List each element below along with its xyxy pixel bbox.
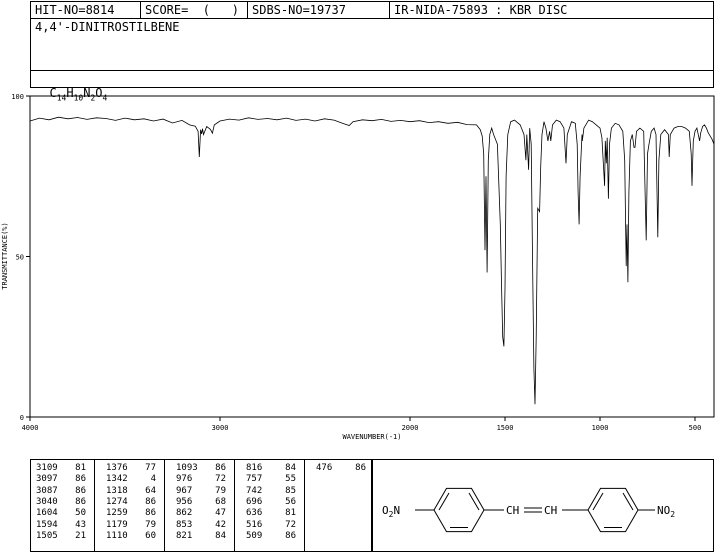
peak-transmittance: 85 [285,485,296,496]
y-tick-label: 0 [20,414,24,422]
peak-transmittance: 60 [145,530,156,541]
peak-transmittance: 86 [285,530,296,541]
peak-wavenumber: 757 [246,474,263,485]
peak-wavenumber: 516 [246,519,263,530]
peak-wavenumber: 1604 [36,508,58,519]
peak-transmittance: 86 [75,474,86,485]
structure-diagram: O2N CH CH NO2 [382,487,675,533]
x-tick-label: 2000 [402,424,419,432]
x-tick-label: 3000 [212,424,229,432]
nitro-group-right: NO2 [657,504,675,519]
x-tick-label: 500 [689,424,702,432]
peak-transmittance: 72 [215,474,226,485]
compound-box [30,18,714,88]
peak-transmittance: 79 [145,519,156,530]
compound-name: 4,4'-DINITROSTILBENE [35,20,180,34]
method: IR-NIDA-75893 : KBR DISC [394,3,568,17]
svg-text:CH: CH [544,504,557,517]
peak-wavenumber: 967 [176,485,193,496]
nitro-group-left: O2N [382,504,400,519]
benzene-ring-left [433,487,485,533]
y-tick-label: 100 [11,93,24,101]
peak-wavenumber: 3109 [36,463,58,473]
peak-transmittance: 43 [75,519,86,530]
peak-wavenumber: 1318 [106,485,128,496]
peak-wavenumber: 816 [246,463,263,473]
hit-number: HIT-NO=8814 [31,2,141,18]
peak-transmittance: 79 [215,485,226,496]
peak-wavenumber: 1594 [36,519,58,530]
benzene-ring-right [587,487,639,533]
peak-table [30,459,372,552]
peak-transmittance: 64 [145,485,156,496]
peak-wavenumber: 636 [246,508,263,519]
peak-transmittance: 77 [145,463,156,473]
structure-box [372,459,714,552]
peak-transmittance: 55 [285,474,296,485]
peak-wavenumber: 853 [176,519,193,530]
x-tick-label: 1000 [592,424,609,432]
peak-transmittance: 42 [215,519,226,530]
peak-transmittance: 4 [150,474,156,485]
peak-transmittance: 84 [215,530,226,541]
peak-wavenumber: 3097 [36,474,58,485]
spectrum-line [29,116,715,405]
peak-transmittance: 86 [75,485,86,496]
peak-transmittance: 86 [355,463,366,473]
peak-wavenumber: 476 [316,463,333,473]
peak-wavenumber: 3040 [36,496,58,507]
peak-wavenumber: 1110 [106,530,128,541]
peak-transmittance: 56 [285,496,296,507]
x-tick-label: 1500 [497,424,514,432]
peak-transmittance: 21 [75,530,86,541]
peak-transmittance: 84 [285,463,296,473]
peak-transmittance: 72 [285,519,296,530]
peak-wavenumber: 956 [176,496,193,507]
peak-transmittance: 81 [75,463,86,473]
peak-wavenumber: 976 [176,474,193,485]
vinyl-bridge: CH [506,504,519,517]
peak-transmittance: 81 [285,508,296,519]
peak-wavenumber: 3087 [36,485,58,496]
peak-wavenumber: 1259 [106,508,128,519]
peak-wavenumber: 509 [246,530,263,541]
peak-wavenumber: 1093 [176,463,198,473]
peak-transmittance: 86 [145,496,156,507]
peak-transmittance: 47 [215,508,226,519]
peak-wavenumber: 821 [176,530,193,541]
peak-wavenumber: 696 [246,496,263,507]
y-axis-label: TRANSMITTANCE(%) [1,222,9,289]
peak-wavenumber: 742 [246,485,263,496]
peak-transmittance: 50 [75,508,86,519]
ir-spectrum-chart: 0 50 100 4000 3000 2000 1500 1000 500 TRANSMITT… [1,93,715,441]
peak-wavenumber: 1376 [106,463,128,473]
peak-transmittance: 68 [215,496,226,507]
peak-wavenumber: 1342 [106,474,128,485]
score: SCORE= ( ) [141,2,248,18]
peak-wavenumber: 862 [176,508,193,519]
compound-formula: C14H10N2O4 [49,86,108,103]
peak-wavenumber: 1179 [106,519,128,530]
peak-wavenumber: 1505 [36,530,58,541]
x-tick-label: 4000 [22,424,39,432]
plot-frame [29,95,715,418]
peak-transmittance: 86 [145,508,156,519]
sdbs-number: SDBS-NO=19737 [248,2,390,18]
y-tick-label: 50 [16,254,24,262]
x-axis-label: WAVENUMBER(-1) [342,433,401,441]
peak-wavenumber: 1274 [106,496,128,507]
peak-transmittance: 86 [75,496,86,507]
peak-transmittance: 86 [215,463,226,473]
